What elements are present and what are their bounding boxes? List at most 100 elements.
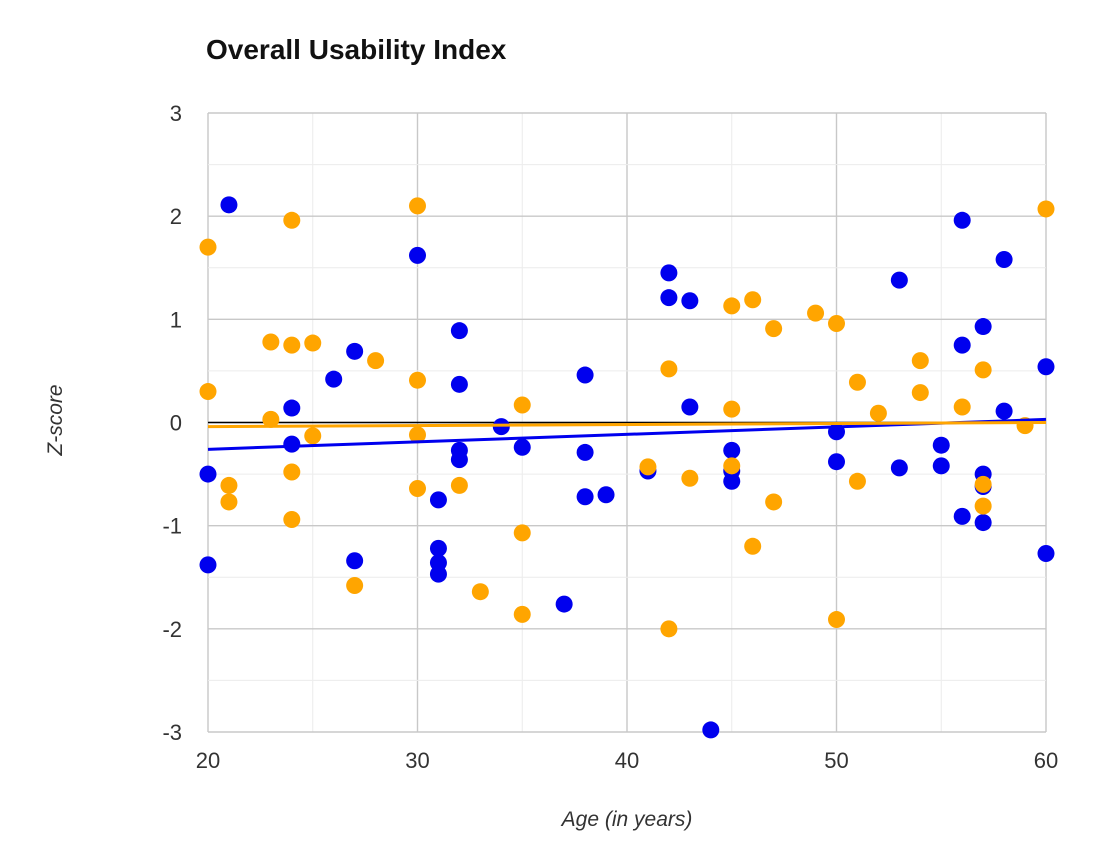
blue-series-point xyxy=(346,552,364,570)
orange-series-point xyxy=(199,383,217,401)
orange-series-point xyxy=(346,577,364,595)
y-axis-title: Z-score xyxy=(44,384,67,456)
blue-series-point xyxy=(953,211,971,229)
orange-series-point xyxy=(409,371,426,389)
blue-series-point xyxy=(828,453,845,471)
orange-series-point xyxy=(828,611,845,629)
orange-series-point xyxy=(848,472,866,490)
orange-series-point xyxy=(262,410,280,428)
orange-series-point xyxy=(848,373,866,391)
blue-series-point xyxy=(974,514,992,532)
x-tick-label: 60 xyxy=(1034,748,1058,773)
blue-series-point xyxy=(429,539,447,557)
blue-series-point xyxy=(660,289,678,307)
blue-series-point xyxy=(702,721,720,739)
orange-series-point xyxy=(283,463,301,481)
blue-series-point xyxy=(953,507,971,525)
orange-series-point xyxy=(660,360,678,378)
orange-series-point xyxy=(513,605,531,623)
blue-series-point xyxy=(681,398,699,416)
orange-series-point xyxy=(974,361,992,379)
x-tick-label: 20 xyxy=(196,748,220,773)
orange-series-point xyxy=(283,211,301,229)
data-point-layer xyxy=(199,196,1055,739)
blue-series-point xyxy=(890,459,908,477)
orange-series-point xyxy=(869,404,887,422)
tick-label-layer: 20 30 40 50 60 3 2 1 0 -1 -2 -3 xyxy=(162,101,1058,773)
blue-series-point xyxy=(995,402,1013,420)
orange-series-point xyxy=(471,583,489,601)
orange-series-point xyxy=(409,426,426,444)
orange-series-point xyxy=(660,620,678,638)
orange-series-point xyxy=(974,497,992,515)
x-tick-label: 30 xyxy=(405,748,429,773)
blue-series-point xyxy=(450,322,468,340)
orange-series-point xyxy=(765,320,783,338)
x-tick-label: 40 xyxy=(615,748,639,773)
y-tick-label: -1 xyxy=(162,514,182,539)
blue-series-point xyxy=(576,488,594,506)
orange-series-point xyxy=(828,314,845,332)
blue-series-point xyxy=(325,370,343,388)
blue-series-point xyxy=(890,271,908,289)
orange-series-point xyxy=(744,537,762,555)
orange-series-point xyxy=(304,334,322,352)
orange-series-point xyxy=(681,469,699,487)
orange-series-point xyxy=(262,333,280,351)
blue-series-point xyxy=(513,438,531,456)
blue-series-point xyxy=(660,264,678,282)
y-tick-label: 2 xyxy=(170,204,182,229)
x-tick-label: 50 xyxy=(824,748,848,773)
orange-series-point xyxy=(513,396,531,414)
chart-title: Overall Usability Index xyxy=(206,34,507,65)
orange-series-point xyxy=(409,197,426,215)
blue-series-point xyxy=(346,342,364,360)
orange-series-point xyxy=(220,493,238,511)
orange-series-point xyxy=(744,291,762,309)
blue-series-point xyxy=(576,443,594,461)
blue-series-point xyxy=(681,292,699,310)
x-axis-title: Age (in years) xyxy=(560,808,693,831)
blue-series-point xyxy=(576,366,594,384)
blue-series-point xyxy=(199,465,217,483)
orange-series-point xyxy=(450,476,468,494)
orange-series-point xyxy=(409,480,426,498)
orange-trend-line xyxy=(207,421,1047,429)
orange-series-point xyxy=(974,475,992,493)
blue-series-point xyxy=(1037,545,1055,563)
blue-series-point xyxy=(555,595,573,613)
trend-line-layer xyxy=(207,417,1047,451)
y-tick-label: 1 xyxy=(170,307,182,332)
blue-series-point xyxy=(450,375,468,393)
blue-series-point xyxy=(932,436,950,454)
y-tick-label: 0 xyxy=(170,411,182,436)
orange-series-point xyxy=(367,352,385,370)
orange-series-point xyxy=(723,297,741,315)
orange-series-point xyxy=(765,493,783,511)
orange-series-point xyxy=(283,336,301,354)
blue-series-point xyxy=(974,318,992,336)
blue-series-point xyxy=(932,457,950,475)
orange-series-point xyxy=(911,352,929,370)
orange-series-point xyxy=(953,398,971,416)
orange-series-point xyxy=(199,238,217,256)
blue-series-point xyxy=(283,399,301,417)
blue-series-point xyxy=(199,556,217,574)
blue-series-point xyxy=(995,250,1013,268)
orange-series-point xyxy=(723,457,741,475)
blue-series-point xyxy=(1037,358,1055,376)
blue-series-point xyxy=(409,246,426,264)
orange-series-point xyxy=(220,476,238,494)
blue-series-point xyxy=(283,435,301,453)
blue-series-point xyxy=(429,491,447,509)
blue-series-point xyxy=(220,196,238,214)
orange-series-point xyxy=(1037,200,1055,218)
blue-series-point xyxy=(723,441,741,459)
y-tick-label: -3 xyxy=(162,720,182,745)
orange-series-point xyxy=(283,510,301,528)
blue-series-point xyxy=(597,486,615,504)
orange-series-point xyxy=(513,524,531,542)
blue-series-point xyxy=(429,565,447,583)
y-tick-label: 3 xyxy=(170,101,182,126)
